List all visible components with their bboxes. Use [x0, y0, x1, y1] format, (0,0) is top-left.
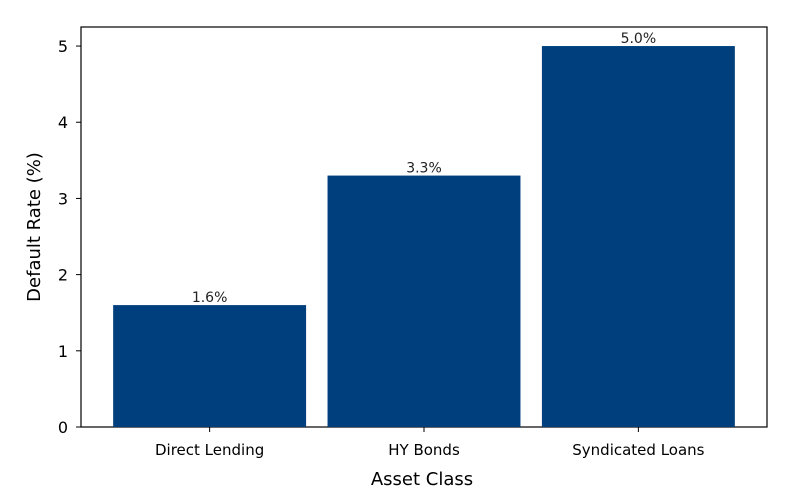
bars-group	[113, 46, 735, 428]
y-tick-label-2: 2	[58, 266, 68, 285]
y-axis-label: Default Rate (%)	[24, 152, 45, 302]
x-tick-label-0: Direct Lending	[155, 441, 264, 459]
data-label-0: 1.6%	[192, 290, 228, 306]
data-labels-group: 1.6% 3.3% 5.0%	[192, 31, 656, 306]
data-label-2: 5.0%	[621, 31, 657, 47]
x-axis: Direct Lending HY Bonds Syndicated Loans	[155, 427, 705, 459]
y-tick-label-3: 3	[58, 189, 68, 208]
bar-0	[113, 305, 307, 427]
y-tick-label-0: 0	[58, 418, 68, 437]
x-axis-label: Asset Class	[371, 469, 473, 490]
x-tick-label-2: Syndicated Loans	[572, 441, 704, 459]
x-tick-label-1: HY Bonds	[388, 441, 460, 459]
y-axis: 0 1 2 3 4 5	[58, 37, 81, 437]
y-tick-label-4: 4	[58, 113, 68, 132]
bar-1	[327, 175, 521, 427]
bar-2	[541, 46, 735, 428]
data-label-1: 3.3%	[406, 161, 442, 177]
y-tick-label-5: 5	[58, 37, 68, 56]
y-tick-label-1: 1	[58, 342, 68, 361]
